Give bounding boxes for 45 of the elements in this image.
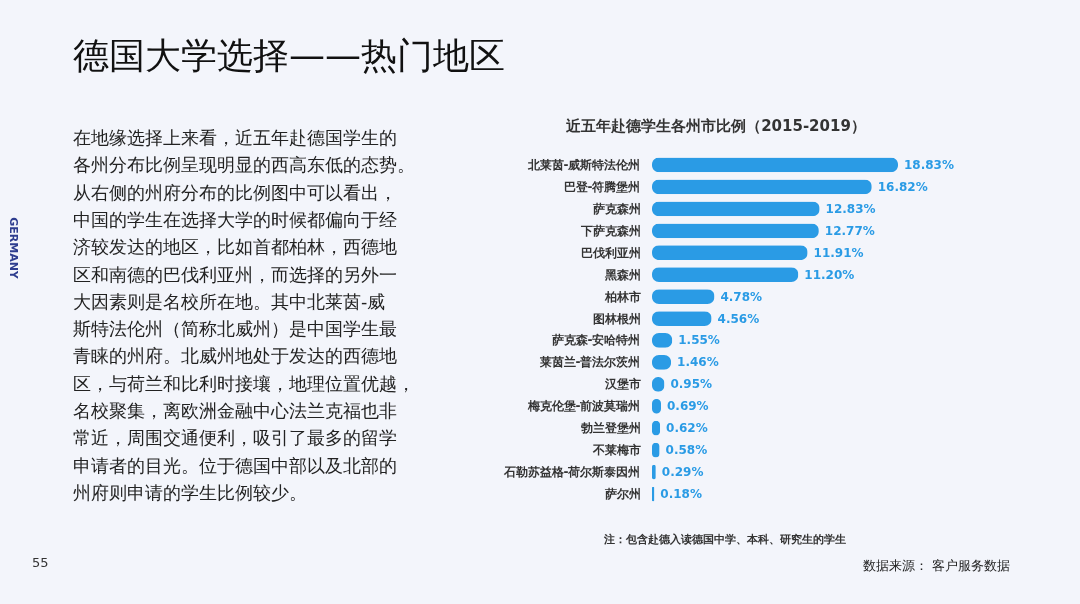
y-tick-label: 萨克森州 <box>591 201 641 216</box>
data-label: 0.95% <box>670 377 713 392</box>
data-label: 11.20% <box>804 267 855 282</box>
y-tick-label: 图林根州 <box>592 311 641 326</box>
data-label: 1.55% <box>678 333 720 348</box>
data-label: 0.62% <box>666 421 708 436</box>
bar <box>652 157 898 173</box>
y-tick-label: 萨尔州 <box>603 487 641 502</box>
data-label: 0.69% <box>667 399 709 414</box>
data-label: 4.78% <box>720 289 763 304</box>
data-label: 1.46% <box>677 355 719 370</box>
bar <box>652 245 808 261</box>
text: 55 <box>32 555 49 570</box>
y-tick-label: 石勒苏益格-荷尔斯泰因州 <box>502 465 641 480</box>
y-tick-label: 北莱茵-威斯特法伦州 <box>526 157 641 172</box>
y-tick-label: 柏林市 <box>603 289 641 304</box>
data-label: 4.56% <box>717 311 760 326</box>
data-label: 0.58% <box>665 443 708 458</box>
bar <box>652 223 819 239</box>
text: 在地缘选择上来看，近五年赴德国学生的各州分布比例呈现明显的西高东低的态势。从右侧的州府分布的比例图中可以看出，中国的学生在选择大学的时候都偏向于经济较发达的地区，比如首都柏林，西德地区和南德的巴伐利亚州，而选择的另外一大因素则是名校所在地。其中北莱茵-威斯特法伦州（简称北威州）是中国学生最青睐的州府。北威州地处于发达的西德地区，与荷兰和比利时接壤，地理位置优越，名校聚集，离欧洲金融中心法兰克福也非常近，周围交通便利，吸引了最多的留学申请者的目光。位于德国中部以及北部的州府则申请的学生比例较少。 <box>73 128 415 503</box>
data-label: 11.91% <box>813 245 864 260</box>
data-label: 18.83% <box>904 157 954 172</box>
text: GERMANY <box>7 217 20 280</box>
y-tick-label: 黑森州 <box>603 267 641 282</box>
data-label: 0.18% <box>660 487 702 502</box>
bar <box>652 179 872 195</box>
y-tick-label: 梅克伦堡-前波莫瑞州 <box>526 399 641 414</box>
data-label: 12.77% <box>824 223 875 238</box>
bar <box>652 267 799 283</box>
source-note: 数据来源： 客户服务数据 <box>862 558 1010 573</box>
y-tick-label: 巴伐利亚州 <box>580 245 641 260</box>
text: 注：包含赴德入读德国中学、本科、研究生的学生 <box>603 533 846 546</box>
text: 德国大学选择——热门地区 <box>73 35 505 76</box>
data-label: 12.83% <box>825 201 876 216</box>
bar <box>652 201 820 217</box>
data-label: 0.29% <box>661 465 704 480</box>
data-label: 16.82% <box>877 179 928 194</box>
y-tick-label: 勃兰登堡州 <box>580 421 641 436</box>
chart-subtitle: 近五年赴德学生各州市比例（2015-2019） <box>565 117 866 135</box>
y-tick-label: 下萨克森州 <box>579 223 641 238</box>
y-tick-label: 汉堡市 <box>603 377 641 392</box>
y-tick-label: 萨克森-安哈特州 <box>550 333 641 348</box>
y-tick-label: 不莱梅市 <box>591 443 641 458</box>
y-tick-label: 巴登-符腾堡州 <box>563 179 641 194</box>
y-tick-label: 莱茵兰-普法尔茨州 <box>538 355 641 370</box>
